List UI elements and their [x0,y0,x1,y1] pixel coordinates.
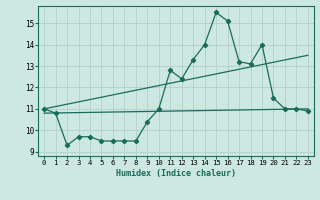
X-axis label: Humidex (Indice chaleur): Humidex (Indice chaleur) [116,169,236,178]
